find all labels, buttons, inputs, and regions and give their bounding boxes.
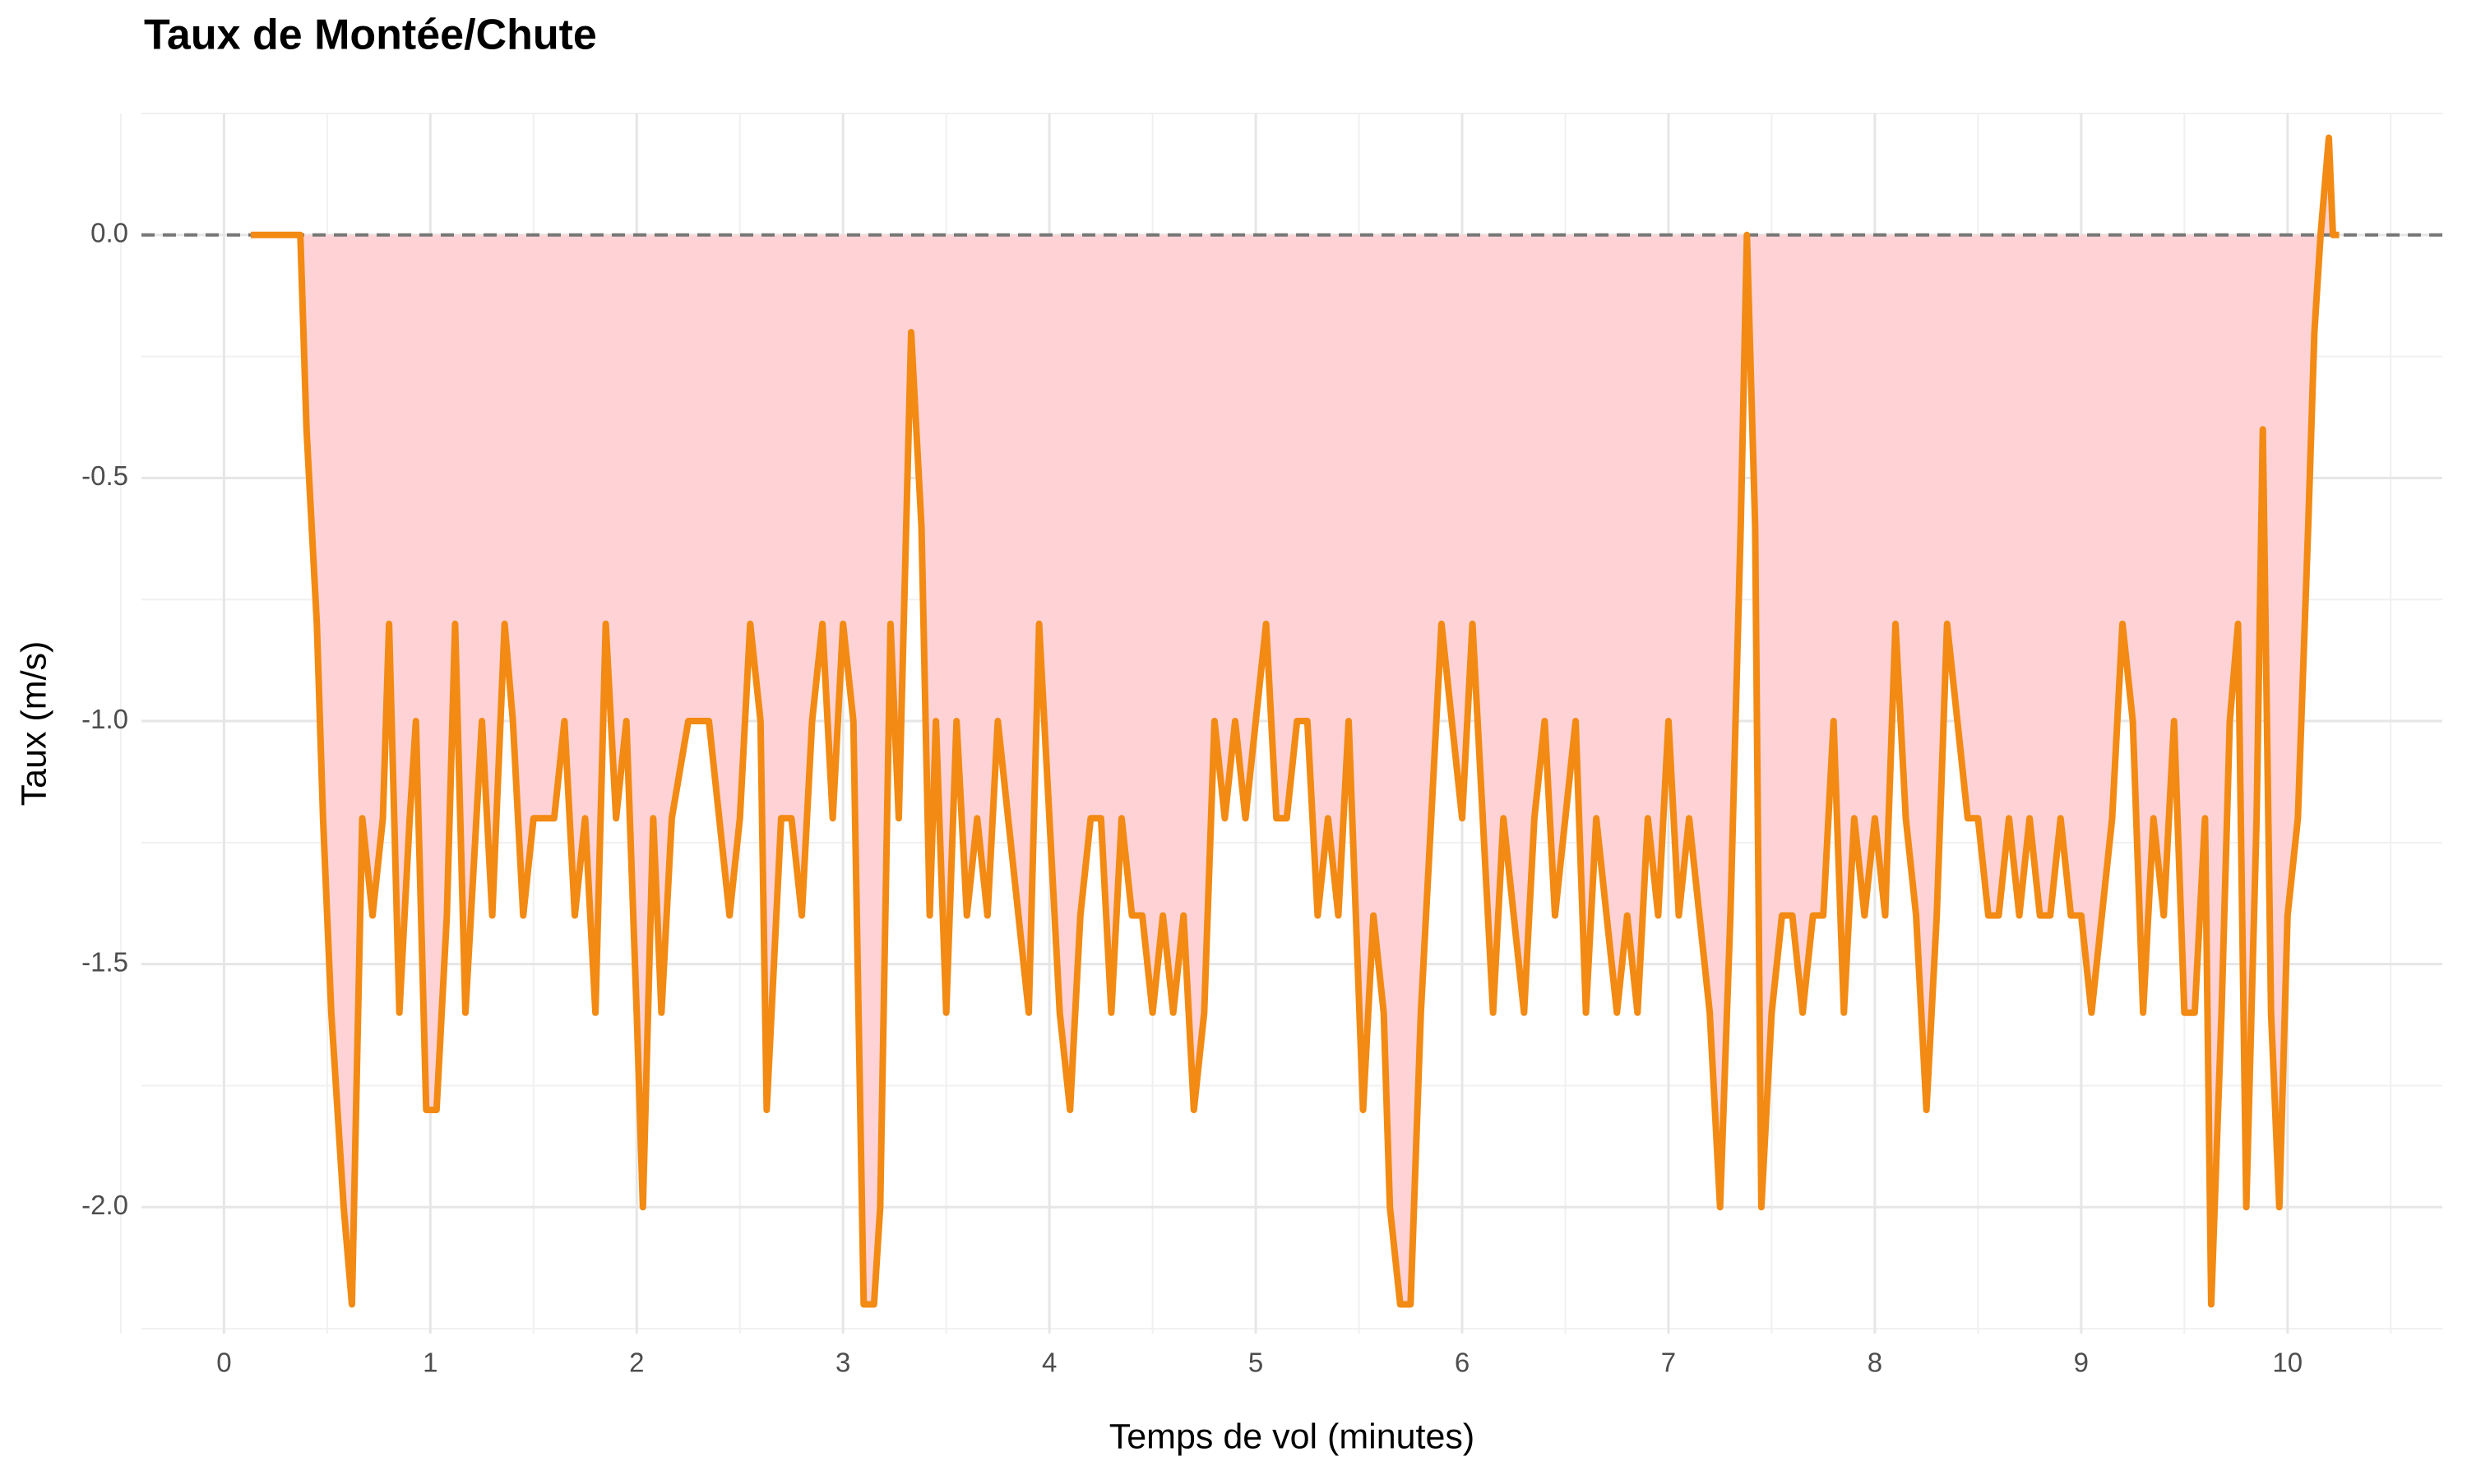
- x-tick-label: 0: [216, 1348, 231, 1378]
- y-tick-label: -2.0: [81, 1190, 128, 1220]
- x-tick-label: 3: [835, 1348, 850, 1378]
- x-tick-label: 4: [1042, 1348, 1057, 1378]
- x-tick-label: 10: [2272, 1348, 2303, 1378]
- x-tick-label: 1: [423, 1348, 437, 1378]
- y-tick-label: -1.0: [81, 704, 128, 734]
- x-tick-label: 6: [1455, 1348, 1470, 1378]
- y-tick-label: -1.5: [81, 946, 128, 977]
- x-tick-label: 5: [1248, 1348, 1263, 1378]
- line: [250, 134, 2340, 1308]
- x-axis-title: Temps de vol (minutes): [1109, 1417, 1475, 1456]
- y-axis-title: Taux (m/s): [14, 641, 53, 807]
- x-tick-label: 2: [629, 1348, 644, 1378]
- y-tick-label: 0.0: [90, 218, 128, 248]
- chart-title: Taux de Montée/Chute: [144, 12, 597, 59]
- x-tick-label: 8: [1868, 1348, 1882, 1378]
- x-tick-label: 9: [2074, 1348, 2089, 1378]
- x-tick-label: 7: [1661, 1348, 1676, 1378]
- y-tick-label: -0.5: [81, 460, 128, 491]
